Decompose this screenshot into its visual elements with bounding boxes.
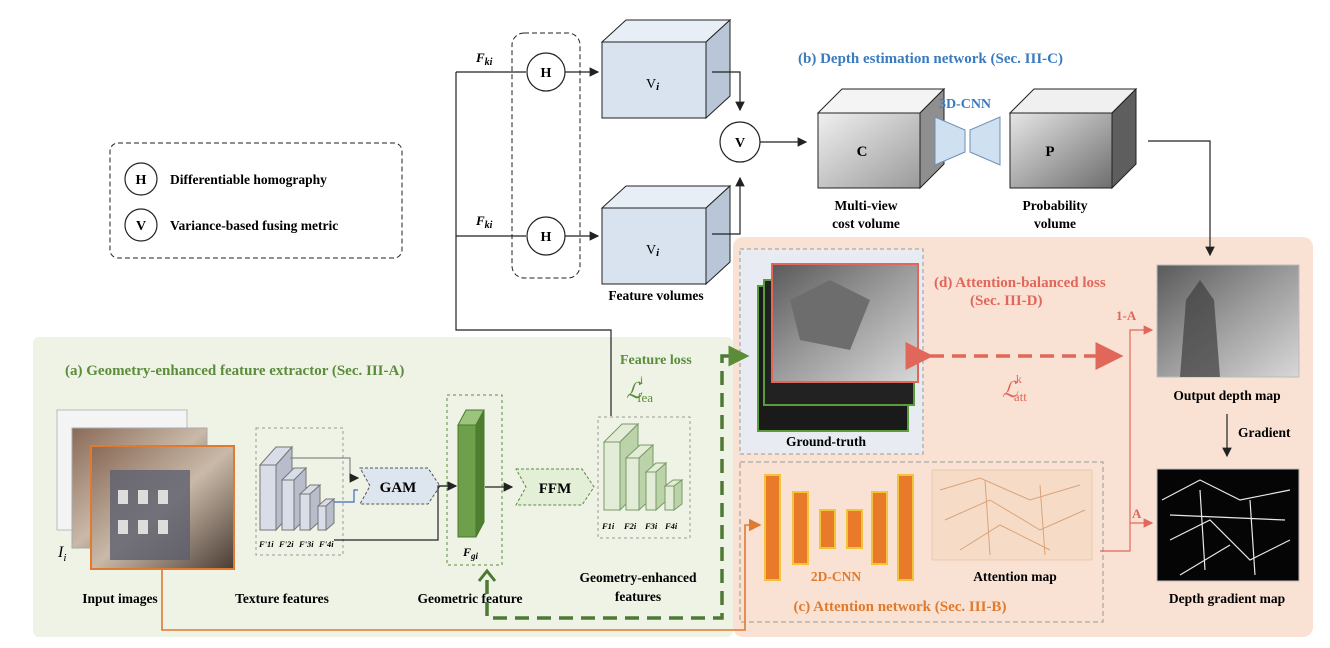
- legend-h-text: Differentiable homography: [170, 172, 327, 187]
- enhanced-sub-3: F3i: [644, 521, 658, 531]
- geometric-feature-box: [446, 394, 503, 566]
- probability-volume-cube: [1008, 87, 1138, 190]
- probability-volume-label-2: volume: [1034, 216, 1076, 231]
- legend-v-symbol: V: [136, 219, 146, 234]
- cnn3d-label: 3D-CNN: [939, 97, 991, 112]
- feature-volume-cube-2: [600, 184, 732, 286]
- enhanced-sub-1: F1i: [601, 521, 615, 531]
- arrow-vol2-v: [712, 176, 745, 235]
- texture-features-label: Texture features: [235, 591, 329, 606]
- v-node-label: V: [735, 136, 745, 151]
- legend-box: [109, 142, 403, 259]
- homography-group: [511, 32, 581, 279]
- cnn2d-label: 2D-CNN: [811, 569, 861, 584]
- legend-h-node: [124, 162, 158, 196]
- line-attention-to-a: [1100, 325, 1154, 552]
- input-images-label: Input images: [82, 591, 157, 606]
- geometric-feature-label: Geometric feature: [417, 591, 522, 606]
- cost-volume-label-2: cost volume: [832, 216, 900, 231]
- cnn2d-blocks: [764, 474, 914, 581]
- probability-volume-label-1: Probability: [1022, 198, 1087, 213]
- ground-truth-image-stack: [757, 263, 919, 432]
- ffm-block: [515, 468, 595, 506]
- ffm-label: FFM: [539, 481, 571, 497]
- one-minus-a-label: 1-A: [1116, 308, 1137, 323]
- probability-volume-symbol: P: [1045, 144, 1054, 160]
- ground-truth-label: Ground-truth: [786, 434, 867, 449]
- texture-sub-3: F'3i: [298, 539, 314, 549]
- output-depth-map: [1156, 264, 1300, 378]
- texture-feature-blocks: [258, 445, 336, 532]
- line-tex-gam-2: [334, 489, 358, 503]
- h-node-1-label: H: [541, 66, 552, 81]
- feature-volumes-label: Feature volumes: [608, 288, 703, 303]
- cnn3d-encoder-shape: [934, 116, 966, 166]
- geo-enhanced-label-1: Geometry-enhanced: [580, 570, 697, 585]
- input-image-symbol: Ii: [57, 544, 66, 564]
- arrow-vol1-v: [712, 71, 745, 112]
- geometric-feature-side: [475, 409, 485, 538]
- texture-features-box: [255, 427, 344, 556]
- feature-volume-cube-1: [600, 18, 732, 120]
- h-node-2-label: H: [541, 230, 552, 245]
- legend-v-text: Variance-based fusing metric: [170, 218, 338, 233]
- texture-sub-2: F'2i: [278, 539, 294, 549]
- feature-loss-label: Feature loss: [620, 353, 692, 368]
- enhanced-features-box: [597, 416, 691, 539]
- a-label: A: [1132, 506, 1142, 521]
- depth-gradient-label: Depth gradient map: [1169, 591, 1285, 606]
- fgi-label: Fgi: [462, 545, 479, 561]
- gam-label: GAM: [380, 480, 417, 496]
- arrow-prob-output: [1148, 140, 1215, 257]
- gam-block: [359, 467, 441, 505]
- texture-sub-4: F'4i: [318, 539, 334, 549]
- loss-title-2: (Sec. III-D): [970, 293, 1043, 309]
- cnn3d-decoder-shape: [969, 116, 1001, 166]
- feature-loss-dashed-path: [485, 345, 750, 620]
- cost-volume-cube: [816, 87, 946, 190]
- enhanced-feature-blocks: [602, 422, 684, 512]
- attention-network-title: (c) Attention network (Sec. III-B): [794, 599, 1007, 615]
- feature-volume-1-label: Vi: [646, 77, 660, 93]
- l-fea-symbol: ℒi fea: [626, 373, 653, 405]
- extractor-title: (a) Geometry-enhanced feature extractor …: [65, 363, 404, 379]
- fki-label-1: Fki: [475, 50, 493, 68]
- depth-gradient-map: [1156, 468, 1300, 582]
- loss-title-1: (d) Attention-balanced loss: [934, 275, 1106, 291]
- feature-volume-2-label: Vi: [646, 243, 660, 259]
- geometric-feature-block: [457, 424, 477, 538]
- cost-volume-symbol: C: [857, 144, 868, 160]
- depth-net-title: (b) Depth estimation network (Sec. III-C…: [798, 51, 1063, 67]
- input-image-stack: [56, 409, 235, 570]
- output-depth-label: Output depth map: [1173, 388, 1280, 403]
- line-tex-gam-1: [290, 457, 360, 483]
- l-att-symbol: ℒk att: [1002, 372, 1027, 404]
- feature-loss-up-chevron: [477, 568, 497, 582]
- attention-map-image: [931, 469, 1093, 561]
- output-depth-map-tower: [1180, 280, 1220, 377]
- attention-map-label: Attention map: [973, 569, 1057, 584]
- depth-gradient-edges: [1161, 479, 1291, 576]
- fki-label-2: Fki: [475, 213, 493, 231]
- texture-sub-1: F'1i: [258, 539, 274, 549]
- legend-h-symbol: H: [136, 173, 147, 188]
- attention-panel: [739, 461, 1104, 623]
- attention-map-texture: [939, 477, 1086, 556]
- legend-v-node: [124, 208, 158, 242]
- orange-input-to-attention: [161, 518, 762, 631]
- enhanced-sub-2: F2i: [623, 521, 637, 531]
- gradient-label: Gradient: [1238, 425, 1291, 440]
- geo-enhanced-label-2: features: [615, 589, 661, 604]
- fki-branch-line: [455, 72, 612, 416]
- cost-volume-label-1: Multi-view: [835, 198, 898, 213]
- enhanced-sub-4: F4i: [664, 521, 678, 531]
